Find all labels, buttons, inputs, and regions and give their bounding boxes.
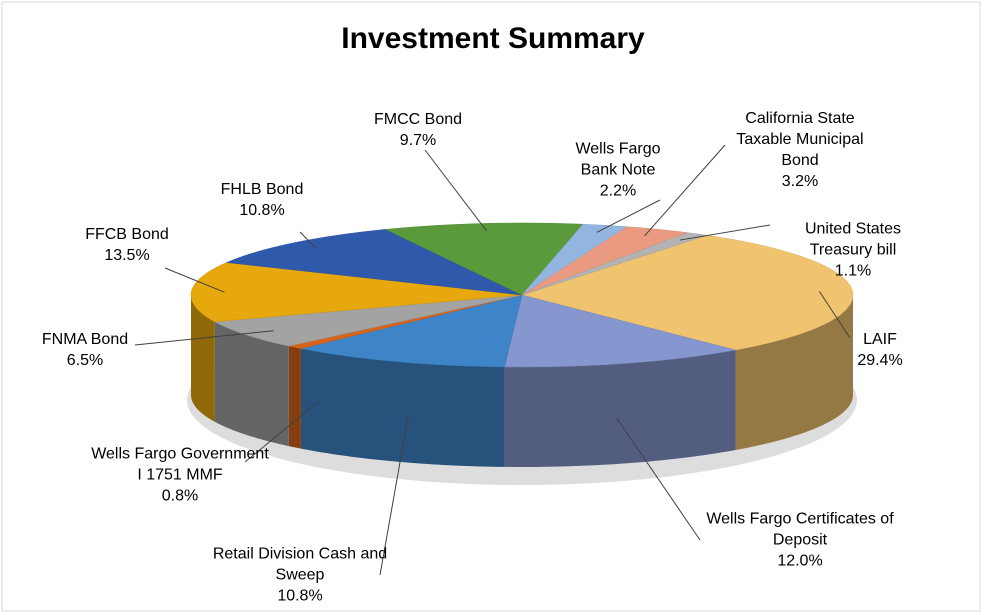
category-label: California State Taxable Municipal Bond: [736, 110, 864, 169]
leader-line: [644, 144, 726, 237]
category-label: FMCC Bond: [373, 111, 463, 128]
data-label: Wells Fargo Certificates of Deposit 12.0%: [705, 509, 895, 572]
slice: [521, 226, 688, 296]
data-label: LAIF 29.4%: [835, 329, 925, 371]
value-label: 9.7%: [399, 132, 437, 149]
value-label: 10.8%: [239, 202, 285, 219]
slice: [521, 223, 628, 296]
leader-line: [616, 417, 701, 541]
leader-line: [424, 149, 487, 231]
slice-side: [191, 295, 215, 422]
category-label: LAIF: [863, 331, 897, 348]
slice: [300, 294, 523, 368]
value-label: 0.8%: [161, 487, 199, 505]
leader-line: [379, 416, 409, 576]
slice-side: [300, 348, 505, 467]
slice-side: [214, 321, 289, 447]
category-label: United States Treasury bill: [804, 220, 902, 259]
slice: [504, 294, 736, 368]
value-label: 13.5%: [104, 247, 150, 264]
leader-line: [134, 330, 274, 346]
data-label: Retail Division Cash and Sweep 10.8%: [200, 544, 400, 607]
data-label: FFCB Bond 13.5%: [67, 224, 187, 266]
data-label: FNMA Bond 6.5%: [25, 329, 145, 371]
category-label: Retail Division Cash and Sweep: [212, 545, 388, 584]
value-label: 1.1%: [834, 262, 872, 280]
leader-line: [596, 199, 661, 233]
chart-title: Investment Summary: [341, 22, 645, 55]
leader-line: [299, 231, 317, 249]
slice: [288, 294, 523, 349]
leader-line: [679, 224, 771, 241]
leader-line: [244, 401, 318, 463]
slice: [521, 232, 708, 296]
category-label: FHLB Bond: [220, 181, 304, 198]
value-label: 6.5%: [66, 352, 104, 369]
data-label: FHLB Bond 10.8%: [202, 179, 322, 221]
leader-line: [819, 291, 851, 339]
slice: [384, 222, 584, 296]
value-label: 2.2%: [599, 182, 637, 200]
leader-line: [164, 267, 225, 293]
data-label: Wells Fargo Government I 1751 MMF 0.8%: [90, 444, 270, 507]
value-label: 29.4%: [857, 352, 903, 369]
data-label: California State Taxable Municipal Bond 3…: [720, 108, 880, 192]
data-label: Wells Fargo Bank Note 2.2%: [558, 139, 678, 202]
slice: [521, 235, 854, 351]
value-label: 10.8%: [277, 587, 323, 605]
slice: [190, 262, 523, 322]
slice: [225, 229, 523, 296]
slice: [213, 294, 523, 347]
category-label: FNMA Bond: [41, 331, 129, 348]
slice-side: [735, 295, 853, 451]
category-label: Wells Fargo Government I 1751 MMF: [91, 445, 269, 484]
category-label: FFCB Bond: [85, 226, 169, 243]
category-label: Wells Fargo Certificates of Deposit: [706, 510, 894, 549]
category-label: Wells Fargo Bank Note: [575, 140, 661, 179]
value-label: 12.0%: [777, 552, 823, 570]
value-label: 3.2%: [781, 173, 819, 190]
slice-side: [288, 346, 301, 449]
slice-side: [504, 350, 736, 467]
data-label: FMCC Bond 9.7%: [358, 109, 478, 151]
data-label: United States Treasury bill 1.1%: [773, 219, 933, 282]
